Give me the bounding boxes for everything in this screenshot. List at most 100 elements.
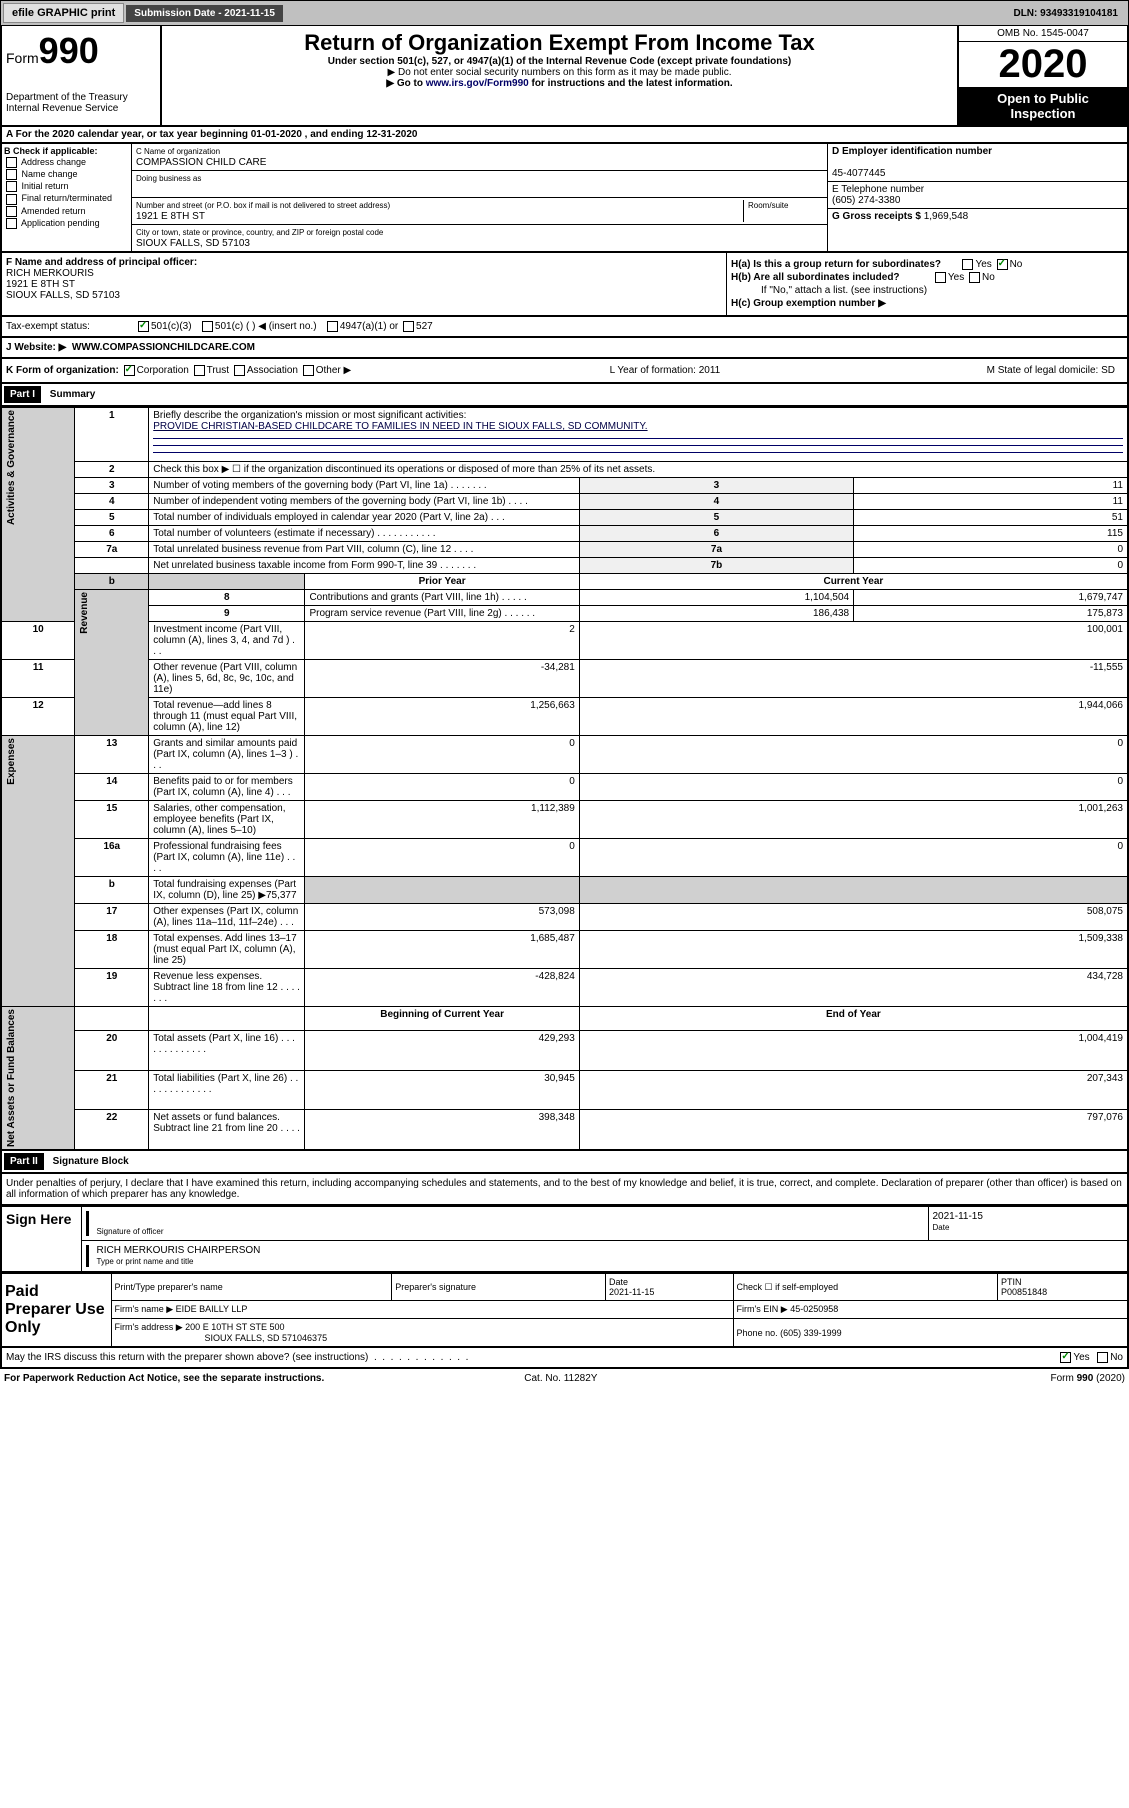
line10: Investment income (Part VIII, column (A)… bbox=[149, 622, 305, 660]
instructions-link[interactable]: www.irs.gov/Form990 bbox=[426, 78, 529, 89]
self-employed-check[interactable]: Check ☐ if self-employed bbox=[733, 1274, 998, 1301]
firm-addr-label: Firm's address ▶ bbox=[115, 1322, 183, 1332]
chk-name-change[interactable]: Name change bbox=[4, 169, 129, 180]
firm-ein: 45-0250958 bbox=[790, 1304, 838, 1314]
chk-trust[interactable] bbox=[194, 365, 205, 376]
line19: Revenue less expenses. Subtract line 18 … bbox=[149, 969, 305, 1007]
line4: Number of independent voting members of … bbox=[149, 494, 580, 510]
line21-cy: 207,343 bbox=[579, 1070, 1128, 1110]
side-revenue: Revenue bbox=[79, 592, 90, 634]
line20-cy: 1,004,419 bbox=[579, 1030, 1128, 1070]
open-to-public: Open to Public Inspection bbox=[959, 87, 1127, 125]
line22-py: 398,348 bbox=[305, 1110, 579, 1151]
firm-addr: 200 E 10TH ST STE 500 bbox=[185, 1322, 284, 1332]
phone-value: (605) 274-3380 bbox=[832, 195, 900, 206]
hb-note: If "No," attach a list. (see instruction… bbox=[731, 285, 1123, 296]
ptin-label: PTIN bbox=[1001, 1277, 1022, 1287]
date-label: Date bbox=[933, 1223, 950, 1232]
firm-addr2: SIOUX FALLS, SD 571046375 bbox=[115, 1333, 328, 1343]
line14: Benefits paid to or for members (Part IX… bbox=[149, 774, 305, 801]
tax-exempt-row: Tax-exempt status: 501(c)(3) 501(c) ( ) … bbox=[0, 317, 1129, 338]
declaration-text: Under penalties of perjury, I declare th… bbox=[0, 1174, 1129, 1206]
side-expenses: Expenses bbox=[6, 738, 17, 785]
city-state-zip: SIOUX FALLS, SD 57103 bbox=[136, 238, 250, 249]
boc-header: Beginning of Current Year bbox=[305, 1007, 579, 1031]
prep-sig-label: Preparer's signature bbox=[392, 1274, 606, 1301]
line9-cy: 175,873 bbox=[854, 606, 1128, 622]
prior-year-header: Prior Year bbox=[305, 574, 579, 590]
chk-final-return[interactable]: Final return/terminated bbox=[4, 193, 129, 204]
form-number: 990 bbox=[39, 30, 99, 71]
form-label: Form bbox=[6, 50, 39, 66]
line7b: Net unrelated business taxable income fr… bbox=[149, 558, 580, 574]
hb-no[interactable] bbox=[969, 272, 980, 283]
chk-4947[interactable] bbox=[327, 321, 338, 332]
current-year-header: Current Year bbox=[579, 574, 1128, 590]
gross-receipts-label: G Gross receipts $ bbox=[832, 211, 921, 222]
paid-preparer-label: Paid Preparer Use Only bbox=[1, 1274, 111, 1348]
chk-501c3[interactable] bbox=[138, 321, 149, 332]
chk-corporation[interactable] bbox=[124, 365, 135, 376]
city-label: City or town, state or province, country… bbox=[136, 228, 383, 237]
line15-py: 1,112,389 bbox=[305, 801, 579, 839]
ha-no[interactable] bbox=[997, 259, 1008, 270]
line5-val: 51 bbox=[854, 510, 1128, 526]
chk-initial-return[interactable]: Initial return bbox=[4, 181, 129, 192]
part2-header: Part II bbox=[4, 1153, 44, 1170]
line13-cy: 0 bbox=[579, 736, 1128, 774]
chk-amended-return[interactable]: Amended return bbox=[4, 206, 129, 217]
dba-label: Doing business as bbox=[136, 174, 201, 183]
eoy-header: End of Year bbox=[579, 1007, 1128, 1031]
side-net-assets: Net Assets or Fund Balances bbox=[6, 1009, 17, 1147]
line20: Total assets (Part X, line 16) . . . . .… bbox=[149, 1030, 305, 1070]
ha-yes[interactable] bbox=[962, 259, 973, 270]
chk-other[interactable] bbox=[303, 365, 314, 376]
prep-name-label: Print/Type preparer's name bbox=[111, 1274, 392, 1301]
line13-py: 0 bbox=[305, 736, 579, 774]
gross-receipts-value: 1,969,548 bbox=[924, 211, 969, 222]
line1-label: Briefly describe the organization's miss… bbox=[153, 410, 466, 421]
chk-address-change[interactable]: Address change bbox=[4, 157, 129, 168]
instructions-link-row: ▶ Go to www.irs.gov/Form990 for instruct… bbox=[166, 78, 953, 89]
line15: Salaries, other compensation, employee b… bbox=[149, 801, 305, 839]
website-label: J Website: ▶ bbox=[6, 342, 66, 353]
line14-cy: 0 bbox=[579, 774, 1128, 801]
part1-header: Part I bbox=[4, 386, 41, 403]
officer-signed-name: RICH MERKOURIS CHAIRPERSON bbox=[97, 1245, 261, 1256]
dln: DLN: 93493319104181 bbox=[1013, 8, 1126, 19]
room-label: Room/suite bbox=[748, 201, 788, 210]
chk-527[interactable] bbox=[403, 321, 414, 332]
chk-association[interactable] bbox=[234, 365, 245, 376]
summary-table: Activities & Governance 1 Briefly descri… bbox=[0, 407, 1129, 1151]
org-name: COMPASSION CHILD CARE bbox=[136, 157, 266, 168]
section-b-to-g: B Check if applicable: Address change Na… bbox=[0, 144, 1129, 253]
discuss-no[interactable] bbox=[1097, 1352, 1108, 1363]
chk-501c[interactable] bbox=[202, 321, 213, 332]
chk-application-pending[interactable]: Application pending bbox=[4, 218, 129, 229]
line7b-val: 0 bbox=[854, 558, 1128, 574]
line22-cy: 797,076 bbox=[579, 1110, 1128, 1151]
phone-label: E Telephone number bbox=[832, 184, 924, 195]
line17: Other expenses (Part IX, column (A), lin… bbox=[149, 904, 305, 931]
line6-val: 115 bbox=[854, 526, 1128, 542]
officer-city: SIOUX FALLS, SD 57103 bbox=[6, 290, 120, 301]
firm-phone-label: Phone no. bbox=[737, 1328, 778, 1338]
line19-py: -428,824 bbox=[305, 969, 579, 1007]
k-label: K Form of organization: bbox=[6, 365, 119, 376]
website-value: WWW.COMPASSIONCHILDCARE.COM bbox=[72, 342, 255, 353]
part2-title: Signature Block bbox=[47, 1154, 135, 1169]
omb-number: OMB No. 1545-0047 bbox=[959, 26, 1127, 42]
officer-label: F Name and address of principal officer: bbox=[6, 257, 197, 268]
hb-yes[interactable] bbox=[935, 272, 946, 283]
name-title-label: Type or print name and title bbox=[97, 1257, 194, 1266]
efile-graphic-button[interactable]: efile GRAPHIC print bbox=[3, 3, 124, 23]
line18: Total expenses. Add lines 13–17 (must eq… bbox=[149, 931, 305, 969]
sign-date: 2021-11-15 bbox=[933, 1211, 983, 1222]
line6: Total number of volunteers (estimate if … bbox=[149, 526, 580, 542]
cat-no: Cat. No. 11282Y bbox=[524, 1373, 597, 1384]
top-bar: efile GRAPHIC print Submission Date - 20… bbox=[0, 0, 1129, 26]
prep-date: 2021-11-15 bbox=[609, 1287, 654, 1297]
line7a: Total unrelated business revenue from Pa… bbox=[149, 542, 580, 558]
discuss-yes[interactable] bbox=[1060, 1352, 1071, 1363]
mission-text: PROVIDE CHRISTIAN-BASED CHILDCARE TO FAM… bbox=[153, 421, 647, 432]
